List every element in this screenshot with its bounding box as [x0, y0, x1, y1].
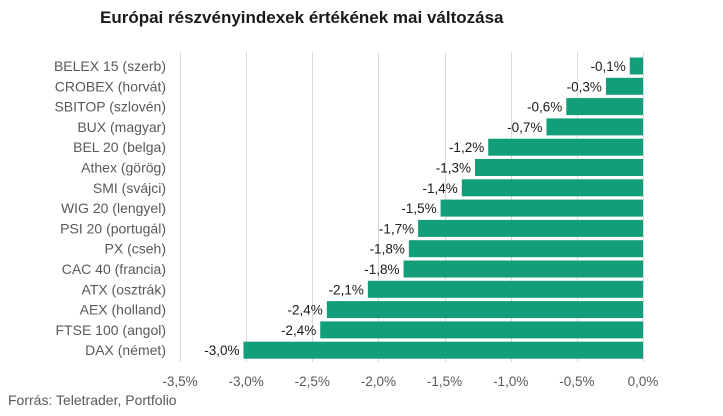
source-note: Forrás: Teletrader, Portfolio: [8, 392, 177, 408]
data-label: -1,2%: [449, 140, 484, 155]
bar: [474, 159, 643, 176]
data-label: -1,7%: [379, 221, 414, 236]
data-label: -2,1%: [329, 282, 364, 297]
data-label: -1,5%: [401, 201, 436, 216]
category-label: WIG 20 (lengyel): [61, 200, 166, 216]
x-tick-label: -0,5%: [559, 374, 594, 389]
category-label: BEL 20 (belga): [73, 139, 166, 155]
category-labels: BELEX 15 (szerb) CROBEX (horvát) SBITOP (s…: [54, 58, 166, 358]
bar: [461, 179, 643, 197]
bar: [418, 219, 643, 237]
category-label: SMI (svájci): [93, 180, 166, 196]
bars: [243, 57, 644, 359]
x-tick-label: -1,5%: [427, 374, 462, 389]
bar: [605, 77, 643, 95]
data-label: -2,4%: [288, 303, 323, 318]
x-tick-label: -2,0%: [361, 374, 396, 389]
chart-title: Európai részvényindexek értékének mai vá…: [100, 8, 504, 27]
x-tick-label: -2,5%: [295, 374, 330, 389]
bar: [408, 240, 643, 258]
category-label: CAC 40 (francia): [62, 261, 166, 277]
data-label: -0,7%: [507, 120, 542, 135]
category-label: AEX (holland): [80, 302, 166, 318]
bar: [566, 98, 643, 116]
category-label: SBITOP (szlovén): [54, 99, 166, 115]
category-label: BELEX 15 (szerb): [54, 58, 166, 74]
x-tick-label: -3,0%: [229, 374, 264, 389]
category-label: ATX (osztrák): [81, 281, 166, 297]
bar: [243, 341, 644, 359]
data-label: -1,8%: [364, 262, 399, 277]
bar: [326, 301, 643, 319]
value-labels: -0,1% -0,3% -0,6% -0,7% -1,2% -1,3% -1,4% -1,5%…: [204, 59, 626, 358]
category-label: BUX (magyar): [77, 119, 166, 135]
data-label: -3,0%: [204, 343, 239, 358]
x-tick-label: 0,0%: [628, 374, 659, 389]
bar: [403, 260, 643, 278]
category-label: FTSE 100 (angol): [56, 322, 167, 338]
data-label: -1,4%: [422, 181, 457, 196]
category-label: Athex (görög): [81, 160, 166, 176]
data-label: -2,4%: [281, 323, 316, 338]
x-axis-tick-labels: -3,5% -3,0% -2,5% -2,0% -1,5% -1,0% -0,5% 0,0%: [162, 374, 658, 389]
bar: [320, 321, 643, 339]
bar: [440, 199, 643, 217]
bar: [629, 57, 643, 75]
data-label: -0,6%: [527, 100, 562, 115]
data-label: -1,3%: [436, 161, 471, 176]
category-label: PSI 20 (portugál): [60, 220, 166, 236]
bar: [367, 280, 643, 298]
data-label: -1,8%: [370, 242, 405, 257]
data-label: -0,1%: [590, 59, 625, 74]
bar: [488, 138, 643, 156]
x-tick-label: -1,0%: [493, 374, 528, 389]
category-label: DAX (német): [85, 342, 166, 358]
category-label: PX (cseh): [105, 241, 166, 257]
category-label: CROBEX (horvát): [55, 78, 166, 94]
data-label: -0,3%: [567, 79, 602, 94]
x-tick-label: -3,5%: [162, 374, 197, 389]
bar: [546, 118, 643, 136]
